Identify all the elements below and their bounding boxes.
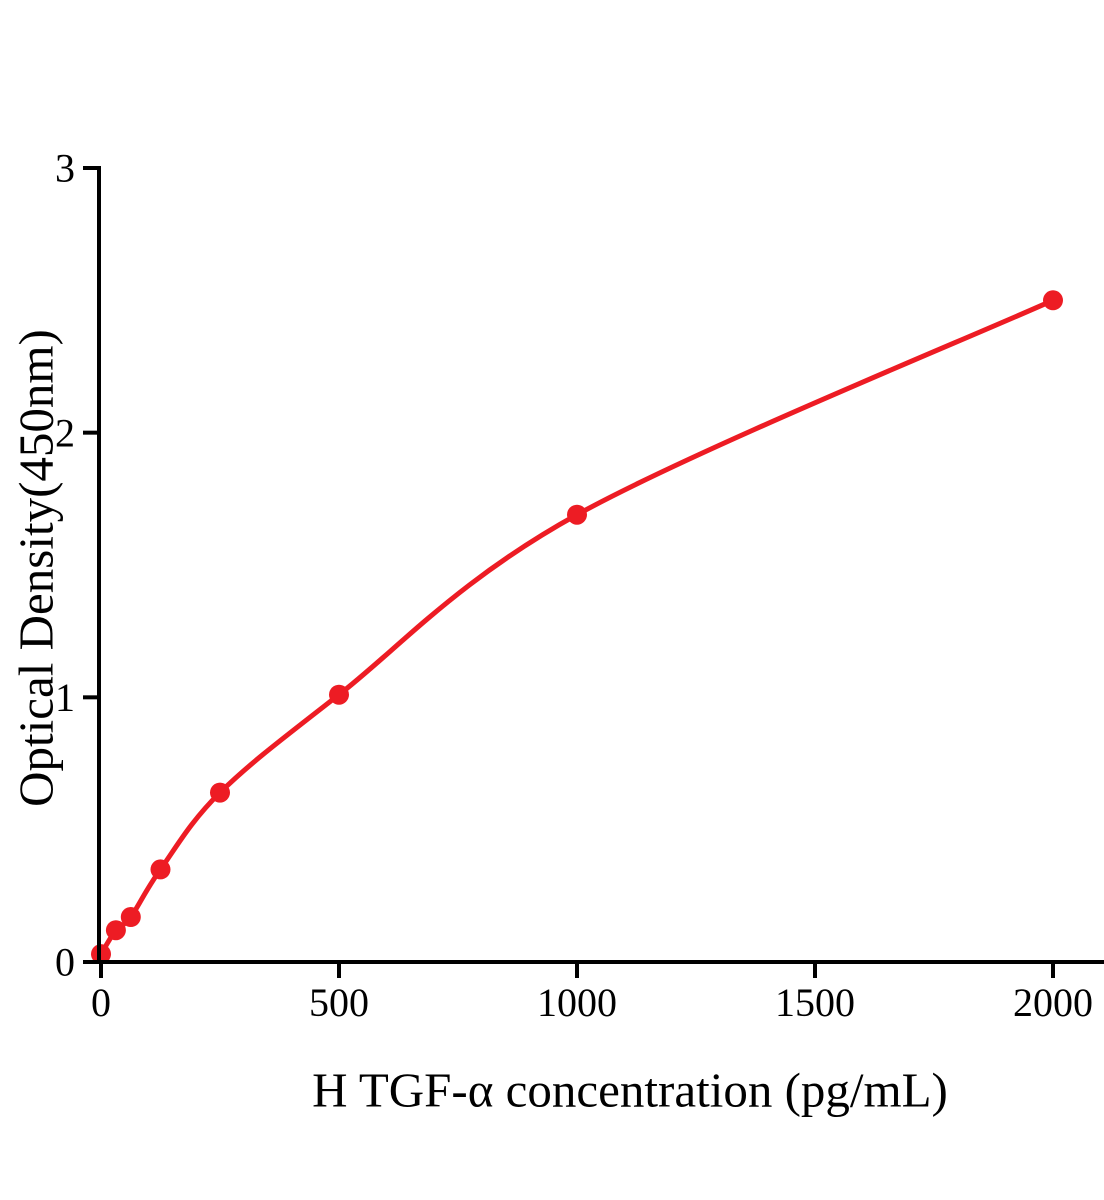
y-tick-label: 2	[55, 410, 75, 455]
data-point	[1043, 290, 1063, 311]
x-tick-label: 1000	[537, 980, 617, 1025]
y-tick-label: 1	[55, 675, 75, 720]
data-point	[150, 859, 171, 880]
y-tick-label: 0	[55, 940, 75, 985]
standard-curve-line	[98, 297, 1056, 957]
data-point	[105, 920, 126, 941]
data-point	[567, 504, 587, 525]
y-axis-title: Optical Density(450nm)	[8, 329, 64, 807]
x-axis-title: H TGF-α concentration (pg/mL)	[312, 1062, 948, 1118]
y-tick-label: 3	[55, 146, 75, 191]
data-point	[329, 684, 349, 705]
x-tick-label: 1500	[775, 980, 855, 1025]
x-tick-label: 0	[91, 980, 111, 1025]
data-point	[120, 907, 141, 927]
x-tick-label: 2000	[1013, 980, 1093, 1025]
x-tick-label: 500	[309, 980, 369, 1025]
data-point	[210, 782, 230, 803]
